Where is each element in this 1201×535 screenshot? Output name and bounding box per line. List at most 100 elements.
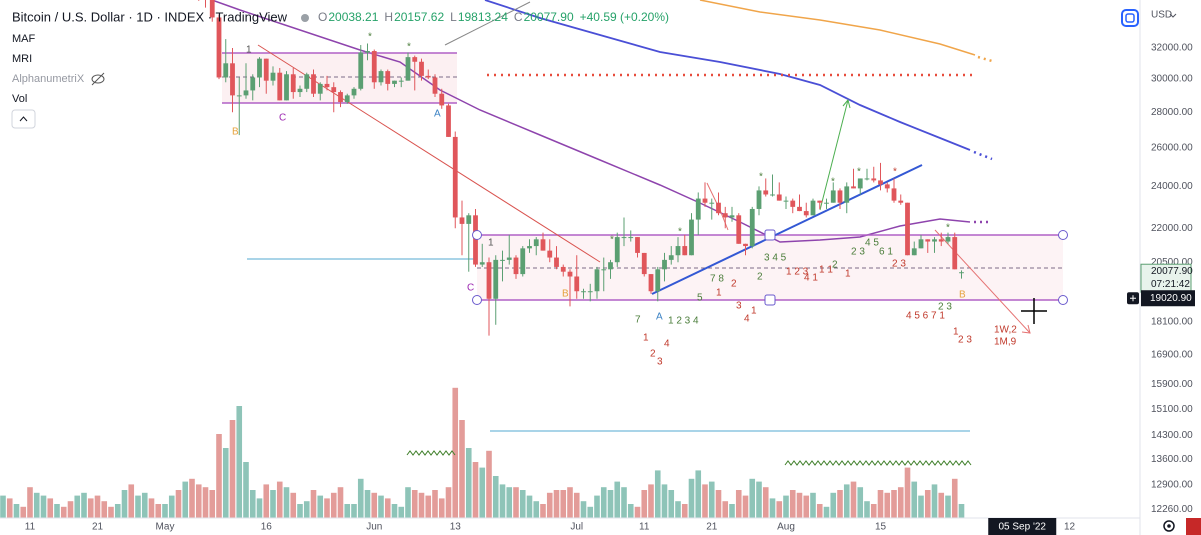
annotation: A	[434, 109, 441, 120]
volume-bar	[195, 484, 202, 518]
candle-body	[277, 72, 283, 101]
x-tick-label: 13	[450, 522, 462, 533]
indicator-name[interactable]: Vol	[12, 93, 27, 105]
volume-bar	[155, 504, 162, 518]
volume-bar	[391, 504, 398, 518]
annotation: 3	[736, 301, 742, 312]
handle[interactable]	[1058, 230, 1068, 240]
candle-body	[817, 200, 823, 203]
hidden-icon[interactable]	[91, 72, 105, 86]
volume-bar	[891, 490, 897, 518]
y-tick-label: 18100.00	[1151, 317, 1193, 328]
candle-body	[884, 184, 890, 189]
gear-center	[1167, 524, 1171, 528]
volume-bar	[843, 484, 850, 518]
annotation: 1	[953, 327, 959, 338]
candle-body	[547, 250, 553, 258]
candle-body	[560, 266, 566, 272]
handle[interactable]	[1058, 295, 1068, 305]
volume-bar	[702, 484, 708, 518]
candle-body	[216, 17, 222, 78]
annotation: 1	[845, 269, 851, 280]
volume-bar	[594, 495, 600, 518]
y-tick-label: 15100.00	[1151, 404, 1193, 415]
candle-body	[236, 95, 242, 97]
y-tick-label: 16900.00	[1151, 350, 1193, 361]
volume-bar	[587, 506, 594, 518]
annotation: B	[562, 289, 569, 300]
volume-bar	[290, 492, 297, 518]
volume-layer	[0, 387, 965, 518]
currency[interactable]: USD	[1151, 10, 1172, 21]
candle-body	[702, 198, 708, 203]
target-arrow	[819, 99, 849, 211]
indicator-name[interactable]: MAF	[12, 33, 36, 45]
annotation: 5	[697, 293, 703, 304]
candle-body	[587, 291, 593, 293]
candle-body	[209, 0, 215, 18]
volume-bar	[486, 450, 492, 518]
handle[interactable]	[764, 294, 776, 306]
volume-bar	[189, 478, 195, 518]
volume-bar	[938, 492, 945, 518]
volume-bar	[519, 490, 526, 518]
settings-icon[interactable]	[1163, 520, 1175, 532]
volume-bar	[688, 478, 695, 518]
candle-body	[770, 194, 775, 196]
volume-bar	[681, 504, 688, 518]
corner-badge	[1186, 518, 1201, 535]
annotation: 1 2 3	[786, 267, 809, 278]
candle-body	[911, 248, 917, 256]
y-tick-label: 32000.00	[1151, 43, 1193, 54]
volume-bar	[789, 490, 796, 518]
handle[interactable]	[764, 229, 776, 241]
volume-bar	[695, 470, 702, 518]
eye	[91, 74, 105, 84]
volume-bar	[884, 492, 891, 518]
y-tick-label: 22000.00	[1151, 223, 1193, 234]
candle-body	[520, 248, 526, 275]
candle-body	[270, 72, 276, 81]
volume-bar	[850, 481, 857, 518]
volume-bar	[708, 481, 715, 518]
ohlc-label: H	[384, 10, 393, 24]
volume-bar	[297, 504, 303, 518]
annotation: B	[959, 290, 966, 301]
annotation: *	[407, 42, 411, 53]
volume-bar	[270, 490, 276, 518]
volume-bar	[499, 484, 506, 518]
layout-button[interactable]	[1121, 9, 1139, 27]
handle[interactable]	[472, 295, 482, 305]
volume-bar	[87, 498, 94, 518]
x-tick-label: 11	[25, 522, 36, 533]
volume-bar	[864, 501, 870, 518]
volume-bar	[837, 490, 843, 518]
x-tick-label: 16	[261, 522, 273, 533]
volume-bar	[162, 504, 168, 518]
candle-body	[716, 202, 721, 214]
volume-bar	[256, 498, 263, 518]
volume-bar	[823, 506, 830, 518]
volume-bar	[654, 470, 661, 518]
handle[interactable]	[472, 230, 482, 240]
annotation: 1	[716, 288, 722, 299]
volume-bar	[492, 476, 499, 518]
indicator-name[interactable]: AlphanumetriX	[12, 73, 85, 85]
volume-bar	[614, 481, 621, 518]
candle-body	[392, 80, 397, 84]
candle-body	[756, 190, 762, 209]
volume-bar	[857, 487, 864, 518]
volume-bar	[94, 495, 101, 518]
ohlc-label: O	[318, 10, 327, 24]
volume-bar	[783, 495, 789, 518]
x-tick-label: 11	[639, 522, 650, 533]
collapse-button[interactable]	[11, 109, 36, 129]
indicator-name[interactable]: MRI	[12, 53, 32, 65]
last-price: 20077.90	[1151, 266, 1193, 277]
arrow-head	[842, 98, 851, 109]
candle-body	[857, 178, 863, 189]
y-tick-label: 20500.00	[1151, 257, 1193, 268]
volume-bar	[506, 487, 513, 518]
